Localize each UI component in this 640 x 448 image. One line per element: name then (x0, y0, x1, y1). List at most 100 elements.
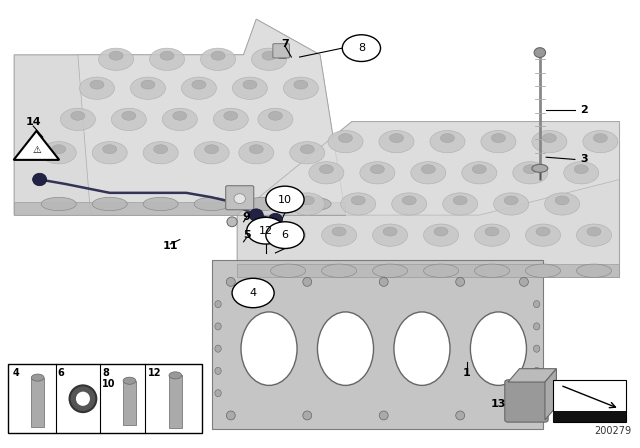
Ellipse shape (328, 130, 363, 153)
Ellipse shape (215, 345, 221, 352)
Ellipse shape (215, 323, 221, 330)
Ellipse shape (232, 77, 268, 99)
Ellipse shape (583, 130, 618, 153)
Ellipse shape (424, 264, 459, 277)
Ellipse shape (383, 227, 397, 236)
Text: 200279: 200279 (595, 426, 632, 436)
Ellipse shape (141, 80, 155, 89)
FancyBboxPatch shape (226, 186, 253, 210)
Ellipse shape (215, 367, 221, 375)
Polygon shape (78, 19, 346, 215)
Polygon shape (169, 375, 182, 428)
Ellipse shape (109, 51, 123, 60)
FancyBboxPatch shape (505, 380, 548, 422)
Ellipse shape (430, 130, 465, 153)
Ellipse shape (319, 165, 333, 174)
Ellipse shape (545, 193, 580, 215)
Bar (212, 260, 543, 429)
Ellipse shape (71, 112, 85, 120)
Ellipse shape (294, 80, 308, 89)
Ellipse shape (532, 164, 548, 172)
Ellipse shape (577, 264, 612, 277)
Text: 13: 13 (491, 399, 506, 409)
Ellipse shape (513, 162, 548, 184)
Ellipse shape (271, 224, 306, 246)
Text: 6: 6 (58, 368, 64, 378)
Polygon shape (31, 378, 44, 426)
Bar (8, 364, 202, 433)
Ellipse shape (534, 390, 540, 397)
Ellipse shape (194, 142, 229, 164)
Ellipse shape (321, 264, 356, 277)
Ellipse shape (394, 312, 450, 385)
Ellipse shape (372, 264, 408, 277)
Ellipse shape (380, 411, 388, 420)
Ellipse shape (52, 145, 66, 154)
Text: 2: 2 (580, 105, 588, 116)
Ellipse shape (290, 193, 324, 215)
Ellipse shape (472, 165, 486, 174)
Ellipse shape (33, 173, 47, 186)
Ellipse shape (258, 108, 293, 130)
Ellipse shape (577, 224, 612, 246)
Ellipse shape (262, 51, 276, 60)
Ellipse shape (192, 80, 206, 89)
Text: 4: 4 (250, 288, 257, 298)
Ellipse shape (520, 277, 529, 286)
Ellipse shape (411, 162, 446, 184)
Ellipse shape (31, 374, 44, 381)
Ellipse shape (227, 277, 236, 286)
Text: 1: 1 (463, 368, 470, 378)
Ellipse shape (169, 372, 182, 379)
Ellipse shape (249, 145, 263, 154)
Ellipse shape (284, 77, 319, 99)
Ellipse shape (434, 227, 448, 236)
Text: 4: 4 (12, 368, 19, 378)
Ellipse shape (321, 224, 356, 246)
Ellipse shape (525, 224, 561, 246)
Polygon shape (123, 381, 136, 425)
Text: 12: 12 (148, 368, 161, 378)
Ellipse shape (227, 411, 236, 420)
Ellipse shape (402, 196, 416, 205)
Ellipse shape (474, 224, 509, 246)
Polygon shape (14, 19, 346, 215)
Ellipse shape (143, 197, 178, 211)
Ellipse shape (340, 193, 376, 215)
Ellipse shape (317, 312, 374, 385)
Ellipse shape (90, 80, 104, 89)
Ellipse shape (524, 165, 538, 174)
Ellipse shape (534, 323, 540, 330)
Ellipse shape (194, 197, 229, 211)
Ellipse shape (181, 77, 216, 99)
Ellipse shape (453, 196, 467, 205)
Ellipse shape (392, 193, 427, 215)
Ellipse shape (532, 130, 567, 153)
Text: 9: 9 (243, 212, 251, 222)
Ellipse shape (239, 142, 274, 164)
Ellipse shape (534, 345, 540, 352)
Text: 14: 14 (26, 116, 41, 127)
Ellipse shape (371, 165, 385, 174)
Circle shape (246, 217, 285, 244)
Circle shape (266, 222, 304, 249)
Text: 3: 3 (580, 155, 588, 164)
Polygon shape (545, 369, 556, 420)
Ellipse shape (390, 134, 403, 142)
Ellipse shape (224, 112, 238, 120)
Ellipse shape (593, 134, 607, 142)
Ellipse shape (271, 264, 306, 277)
Ellipse shape (215, 390, 221, 397)
Ellipse shape (309, 162, 344, 184)
Ellipse shape (520, 411, 529, 420)
Ellipse shape (440, 134, 454, 142)
Ellipse shape (525, 264, 561, 277)
Ellipse shape (290, 142, 324, 164)
Ellipse shape (542, 134, 556, 142)
Ellipse shape (303, 411, 312, 420)
Ellipse shape (424, 224, 459, 246)
Ellipse shape (481, 130, 516, 153)
Ellipse shape (587, 227, 601, 236)
Circle shape (342, 35, 381, 61)
Ellipse shape (41, 197, 76, 211)
